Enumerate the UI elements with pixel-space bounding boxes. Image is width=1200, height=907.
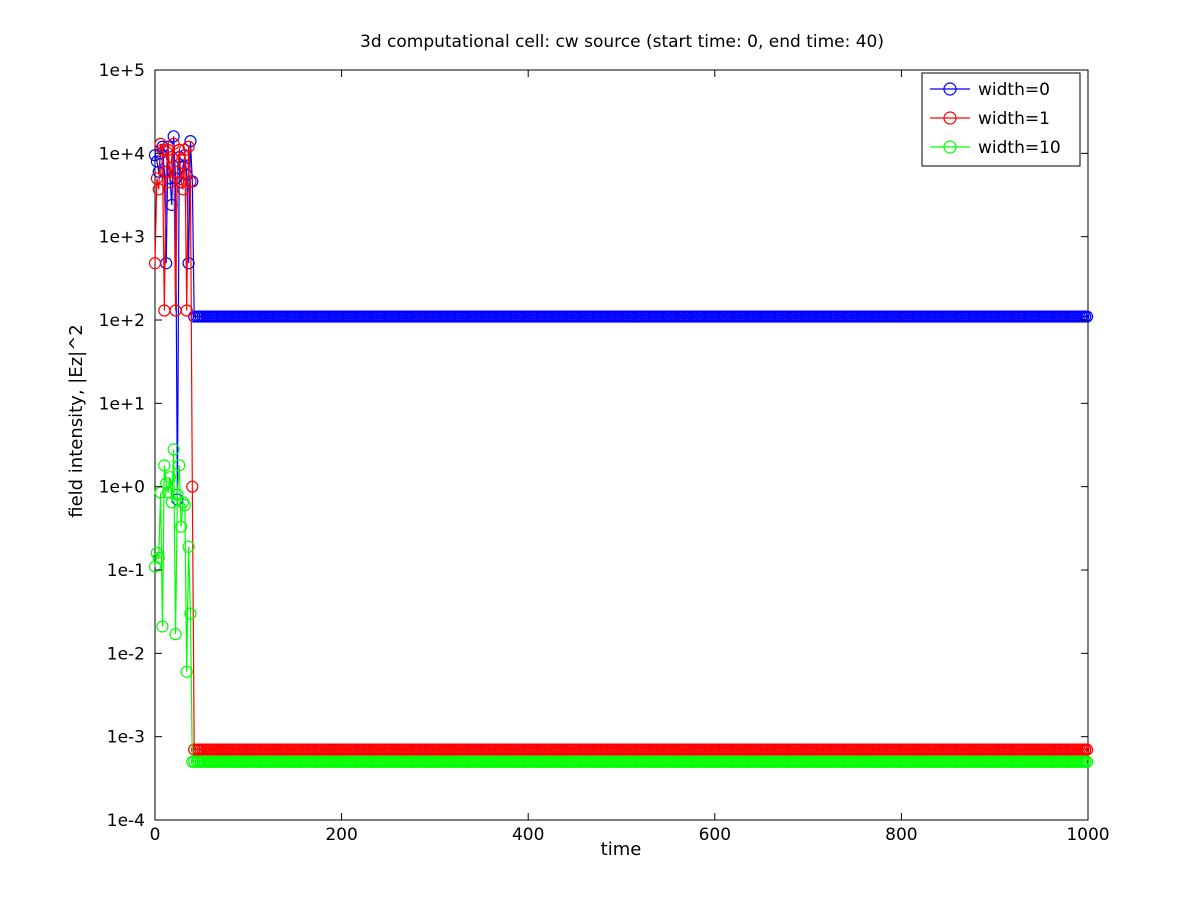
data-point [167,443,180,456]
data-point [167,130,180,143]
data-point [176,496,190,509]
x-tick-label: 800 [885,825,917,845]
y-tick-label: 1e+0 [99,478,145,498]
x-tick-label: 1000 [1066,825,1109,845]
data-point [175,176,188,189]
series-2 [148,137,1094,756]
data-point [184,607,197,620]
series-3 [148,443,1094,768]
data-point [148,257,162,270]
data-point [178,143,191,156]
y-tick-label: 1e+2 [99,311,145,331]
data-point [169,628,182,641]
data-point [175,520,188,533]
data-point [152,183,165,196]
data-point [156,620,169,633]
data-point [154,137,167,150]
data-point [188,755,201,768]
series-1 [148,130,1094,506]
x-axis-label: time [601,839,642,860]
y-tick-label: 1e-3 [107,728,145,748]
data-point [184,135,197,148]
legend-marker [943,82,957,96]
legend-item: width=10 [930,138,1061,158]
legend-label: width=1 [978,109,1050,129]
data-point [152,551,165,564]
y-tick-label: 1e+1 [99,394,145,414]
y-tick-label: 1e+4 [99,144,145,164]
x-tick-label: 400 [512,825,544,845]
data-point [182,257,195,270]
data-point [160,477,173,490]
legend-label: width=10 [978,138,1061,158]
data-point [182,140,195,153]
y-tick-label: 1e+5 [99,61,145,81]
data-point [1080,310,1094,323]
data-point [188,743,201,756]
data-point [173,459,186,472]
data-point [182,540,195,553]
data-point [178,499,191,512]
y-axis-label: field intensity, |Ez|^2 [66,324,87,518]
data-point [165,151,178,164]
data-point [1080,743,1094,756]
axes: 0 200 400 600 800 1000 1e-4 1e-3 1e-2 1e-1 1e+0 1e+… [99,61,1110,845]
data-point [163,471,177,484]
data-point [180,665,193,678]
data-point [186,480,199,493]
legend-marker [943,140,957,154]
data-point [158,459,171,472]
y-tick-label: 1e-2 [107,644,145,664]
series-layer [148,130,1094,768]
legend-label: width=0 [978,80,1050,100]
x-tick-label: 0 [150,825,161,845]
chart-title: 3d computational cell: cw source (start … [360,32,884,52]
x-tick-label: 200 [325,825,357,845]
legend: width=0 width=1 width=10 [921,72,1081,167]
y-tick-label: 1e-1 [107,561,145,581]
legend-marker [943,111,957,125]
plot-area [154,69,1089,821]
y-tick-label: 1e+3 [99,228,145,248]
data-point [1080,755,1094,768]
data-point [156,143,169,156]
data-point [184,175,197,188]
data-point [176,183,190,196]
x-tick-label: 600 [699,825,731,845]
legend-item: width=0 [930,80,1050,100]
y-tick-label: 1e-4 [107,811,145,831]
plot-frame [154,69,1089,821]
data-point [188,310,201,323]
legend-item: width=1 [930,109,1050,129]
data-point [180,304,193,317]
data-point [171,165,184,178]
